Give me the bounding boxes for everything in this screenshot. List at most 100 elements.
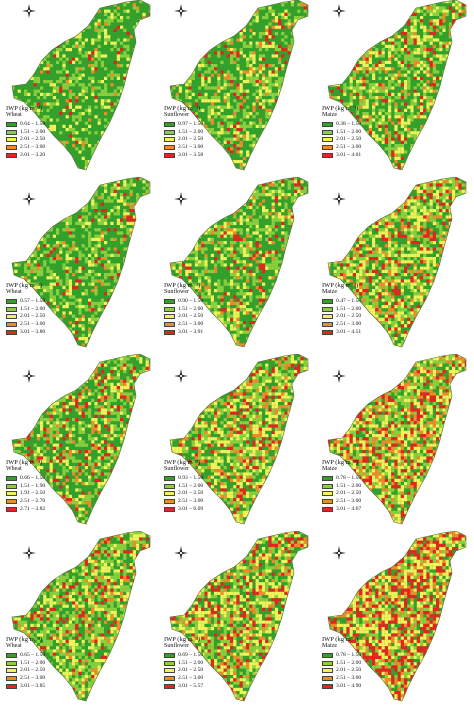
map-cell xyxy=(246,44,250,48)
map-cell xyxy=(68,202,72,206)
map-cell xyxy=(166,51,169,54)
map-cell xyxy=(129,257,133,261)
map-cell xyxy=(110,92,114,96)
map-cell xyxy=(43,16,47,20)
map-cell xyxy=(359,160,363,164)
map-cell xyxy=(300,166,304,170)
map-cell xyxy=(204,0,208,4)
map-cell xyxy=(142,346,146,347)
map-cell xyxy=(75,41,79,45)
map-cell xyxy=(43,28,47,32)
map-cell xyxy=(207,134,211,138)
map-cell xyxy=(346,86,350,90)
map-cell xyxy=(46,317,50,321)
map-cell xyxy=(262,186,266,190)
map-cell xyxy=(49,260,53,264)
map-cell xyxy=(94,60,98,64)
legend-row: 3.01 – 3.80 xyxy=(6,328,45,336)
map-cell xyxy=(104,215,108,219)
map-cell xyxy=(432,9,436,13)
map-cell xyxy=(268,134,272,138)
map-cell xyxy=(397,108,401,112)
map-cell xyxy=(40,253,44,257)
map-cell xyxy=(81,276,85,280)
map-cell xyxy=(207,60,211,64)
map-cell xyxy=(420,9,424,13)
map-cell xyxy=(210,28,214,32)
map-cell xyxy=(290,112,294,116)
map-cell xyxy=(100,196,104,200)
map-cell xyxy=(100,218,104,222)
map-cell xyxy=(217,124,221,128)
map-cell xyxy=(145,156,149,160)
map-cell xyxy=(33,105,37,109)
map-cell xyxy=(214,0,218,4)
map-cell xyxy=(340,76,344,80)
map-cell xyxy=(378,64,382,68)
map-cell xyxy=(300,137,304,141)
map-cell xyxy=(458,173,461,176)
map-cell xyxy=(123,327,127,331)
map-cell xyxy=(328,80,331,84)
map-cell xyxy=(268,144,272,148)
map-cell xyxy=(429,121,433,125)
map-cell xyxy=(239,105,243,109)
map-cell xyxy=(220,121,224,125)
map-cell xyxy=(126,266,130,270)
map-cell xyxy=(91,218,95,222)
map-cell xyxy=(458,115,462,119)
map-cell xyxy=(455,147,459,151)
map-cell xyxy=(72,340,76,344)
map-cell xyxy=(94,156,98,160)
map-cell xyxy=(59,241,63,245)
map-cell xyxy=(210,96,214,100)
map-cell xyxy=(217,0,221,4)
map-cell xyxy=(126,80,130,84)
map-cell xyxy=(384,128,388,132)
map-cell xyxy=(78,215,82,219)
map-cell xyxy=(88,6,92,10)
map-cell xyxy=(30,215,34,219)
map-cell xyxy=(413,16,417,20)
map-cell xyxy=(236,92,240,96)
map-cell xyxy=(455,96,459,100)
map-cell xyxy=(413,35,417,39)
map-cell xyxy=(104,273,108,277)
map-cell xyxy=(75,202,79,206)
map-cell xyxy=(24,169,28,170)
map-cell xyxy=(356,160,360,164)
map-cell xyxy=(78,218,82,222)
map-cell xyxy=(423,131,427,135)
map-cell xyxy=(388,28,392,32)
map-cell xyxy=(17,221,21,225)
map-cell xyxy=(442,169,446,170)
map-cell xyxy=(445,131,449,135)
map-cell xyxy=(236,89,240,93)
map-cell xyxy=(448,108,452,112)
map-cell xyxy=(249,35,253,39)
map-cell xyxy=(27,234,31,238)
map-cell xyxy=(36,160,40,164)
legend-swatch xyxy=(6,122,17,128)
map-cell xyxy=(100,131,104,135)
map-cell xyxy=(14,80,18,84)
map-cell xyxy=(78,253,82,257)
map-cell xyxy=(239,38,243,42)
map-cell xyxy=(46,250,50,254)
map-cell xyxy=(36,231,40,235)
map-cell xyxy=(404,54,408,58)
map-cell xyxy=(188,189,192,193)
map-cell xyxy=(416,51,420,55)
map-cell xyxy=(145,64,149,68)
map-cell xyxy=(300,70,304,74)
map-cell xyxy=(223,19,227,23)
map-cell xyxy=(185,57,189,61)
map-cell xyxy=(262,92,266,96)
legend-class-label: 3.01 – 3.20 xyxy=(20,151,46,158)
map-cell xyxy=(120,86,124,90)
map-cell xyxy=(324,170,327,173)
map-cell xyxy=(236,57,240,61)
map-cell xyxy=(458,147,462,151)
map-cell xyxy=(258,163,262,167)
map-cell xyxy=(182,38,186,42)
